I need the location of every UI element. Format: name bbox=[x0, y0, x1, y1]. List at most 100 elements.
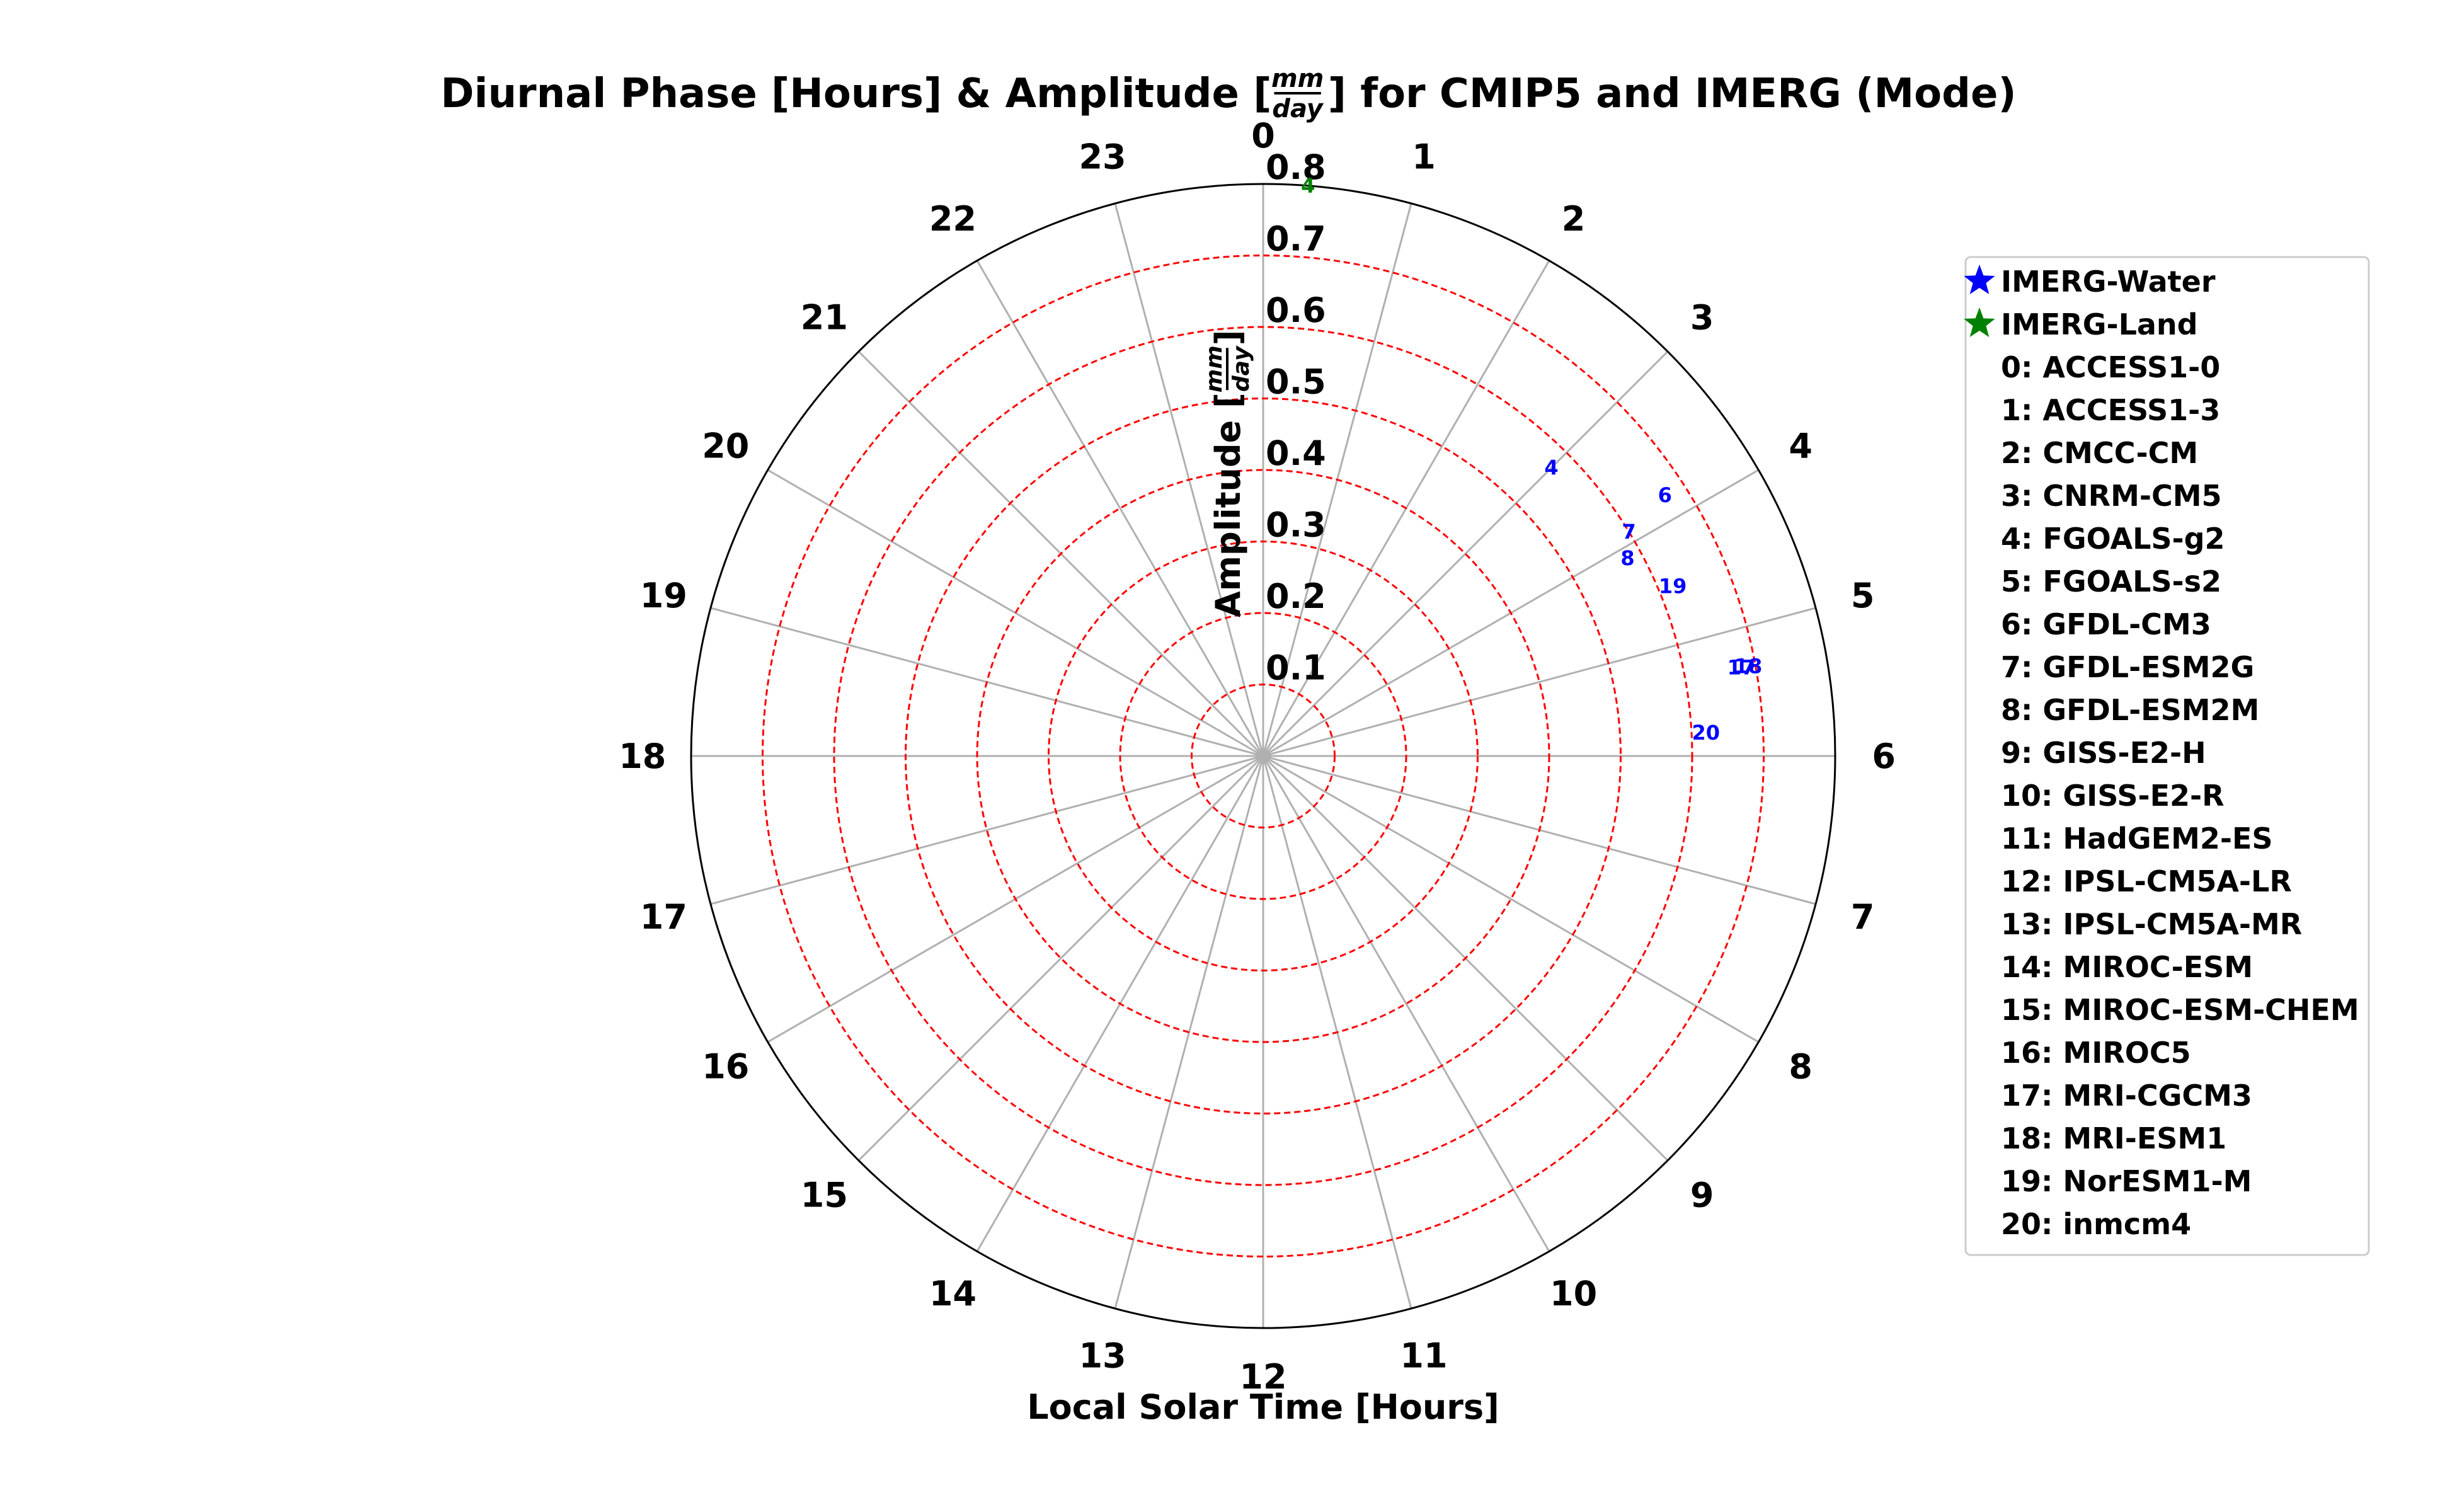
amplitude-tick-label: 0.6 bbox=[1266, 290, 1326, 330]
amplitude-ring bbox=[1119, 612, 1407, 900]
ylabel-unit-denominator: day bbox=[1228, 345, 1254, 392]
phase-spoke bbox=[1262, 755, 1550, 1252]
y-axis-label: Amplitude [mm day] bbox=[1201, 330, 1254, 617]
phase-spoke bbox=[976, 260, 1264, 757]
data-point-label: 17 bbox=[1727, 655, 1756, 679]
ylabel-prefix: Amplitude [ bbox=[1208, 392, 1248, 617]
legend-model-entry: 1: ACCESS1-3 bbox=[2001, 393, 2220, 427]
y-axis-label-rotated: Amplitude [mm day] bbox=[1201, 330, 1254, 617]
amplitude-rings bbox=[762, 255, 1765, 1257]
legend-model-entry: 13: IPSL-CM5A-MR bbox=[2001, 907, 2302, 941]
title-prefix: Diurnal Phase [Hours] & Amplitude [ bbox=[440, 71, 1271, 117]
phase-tick-label: 17 bbox=[640, 897, 687, 937]
amplitude-ring bbox=[905, 398, 1622, 1114]
phase-spoke bbox=[1263, 607, 1816, 757]
legend-model-entry: 4: FGOALS-g2 bbox=[2001, 522, 2225, 556]
phase-spoke bbox=[767, 469, 1264, 757]
phase-tick-label: 5 bbox=[1851, 576, 1875, 616]
title-unit-numerator: mm bbox=[1271, 64, 1324, 93]
legend-model-entry: 0: ACCESS1-0 bbox=[2001, 350, 2220, 384]
legend-series-entry: IMERG-Land bbox=[2001, 307, 2198, 341]
phase-tick-label: 0 bbox=[1251, 116, 1275, 156]
phase-tick-label: 10 bbox=[1550, 1274, 1597, 1314]
polar-grid bbox=[690, 183, 1836, 1329]
phase-tick-label: 13 bbox=[1079, 1336, 1126, 1376]
amplitude-tick-label: 0.1 bbox=[1266, 648, 1326, 688]
phase-tick-label: 16 bbox=[702, 1047, 749, 1087]
legend-model-entry: 11: HadGEM2-ES bbox=[2001, 822, 2273, 856]
amplitude-ring bbox=[762, 255, 1765, 1257]
phase-tick-label: 19 bbox=[640, 576, 687, 616]
phase-spoke bbox=[710, 755, 1264, 905]
legend-model-entry: 9: GISS-E2-H bbox=[2001, 736, 2206, 770]
star-icon bbox=[1964, 265, 1995, 294]
data-point-label: 4 bbox=[1301, 174, 1315, 198]
phase-tick-label: 9 bbox=[1690, 1176, 1714, 1215]
star-icon bbox=[1964, 307, 1995, 337]
phase-tick-label: 8 bbox=[1789, 1047, 1813, 1087]
data-point-label: 19 bbox=[1659, 575, 1687, 598]
phase-tick-label: 21 bbox=[801, 297, 848, 337]
phase-tick-label: 20 bbox=[702, 426, 749, 466]
legend-model-entry: 15: MIROC-ESM-CHEM bbox=[2001, 993, 2359, 1027]
amplitude-ring bbox=[1048, 541, 1479, 971]
ylabel-unit-numerator: mm bbox=[1201, 345, 1227, 392]
ylabel-suffix: ] bbox=[1208, 330, 1248, 346]
phase-tick-label: 11 bbox=[1400, 1336, 1447, 1376]
legend-model-entry: 10: GISS-E2-R bbox=[2001, 779, 2225, 813]
legend-model-entry: 3: CNRM-CM5 bbox=[2001, 479, 2222, 513]
data-point-label: 20 bbox=[1692, 721, 1720, 745]
legend-model-entry: 14: MIROC-ESM bbox=[2001, 950, 2253, 984]
legend-model-entry: 8: GFDL-ESM2M bbox=[2001, 693, 2259, 727]
legend-model-entry: 18: MRI-ESM1 bbox=[2001, 1121, 2226, 1155]
phase-spoke bbox=[1262, 350, 1669, 757]
phase-tick-label: 18 bbox=[619, 736, 666, 776]
amplitude-tick-label: 0.5 bbox=[1266, 362, 1326, 402]
title-unit-denominator: day bbox=[1272, 94, 1324, 123]
polar-outline bbox=[690, 183, 1836, 1329]
amplitude-tick-labels: 0.1 0.2 0.3 0.4 0.5 0.6 0.7 0.8 bbox=[1266, 147, 1326, 688]
data-point-label: 4 bbox=[1544, 456, 1558, 480]
amplitude-tick-label: 0.4 bbox=[1266, 433, 1326, 473]
legend-model-entry: 16: MIROC5 bbox=[2001, 1036, 2191, 1070]
legend-model-entry: 5: FGOALS-s2 bbox=[2001, 564, 2221, 598]
phase-tick-label: 23 bbox=[1079, 137, 1126, 176]
phase-tick-label: 14 bbox=[929, 1274, 976, 1314]
phase-spoke bbox=[1263, 755, 1760, 1043]
legend-frame bbox=[1964, 256, 2370, 1256]
x-axis-label: Local Solar Time [Hours] bbox=[1027, 1387, 1499, 1427]
amplitude-tick-label: 0.2 bbox=[1266, 576, 1326, 616]
amplitude-tick-label: 0.8 bbox=[1266, 147, 1326, 187]
amplitude-ring bbox=[976, 469, 1550, 1043]
legend: IMERG-Water IMERG-Land 0: ACCESS1-0 1: ACCE… bbox=[1964, 256, 2370, 1256]
legend-model-entry: 2: CMCC-CM bbox=[2001, 436, 2198, 470]
chart-title: Diurnal Phase [Hours] & Amplitude [ ] fo… bbox=[440, 71, 2016, 117]
amplitude-tick-label: 0.7 bbox=[1266, 219, 1326, 259]
data-point-label: 18 bbox=[1734, 654, 1763, 678]
amplitude-ring bbox=[1191, 684, 1336, 828]
phase-tick-label: 22 bbox=[929, 199, 976, 239]
phase-tick-label: 1 bbox=[1412, 137, 1436, 176]
phase-tick-label: 12 bbox=[1239, 1357, 1286, 1397]
phase-tick-label: 6 bbox=[1872, 736, 1896, 776]
data-point-label: 6 bbox=[1658, 483, 1672, 507]
legend-model-entry: 17: MRI-CGCM3 bbox=[2001, 1079, 2252, 1113]
phase-spoke bbox=[857, 755, 1264, 1162]
legend-model-entry: 7: GFDL-ESM2G bbox=[2001, 650, 2254, 684]
data-point-label: 7 bbox=[1622, 520, 1636, 544]
amplitude-ring bbox=[833, 326, 1693, 1186]
legend-model-entry: 6: GFDL-CM3 bbox=[2001, 607, 2211, 641]
legend-model-entry: 19: NorESM1-M bbox=[2001, 1164, 2252, 1198]
phase-tick-label: 7 bbox=[1851, 897, 1875, 937]
legend-model-entry: 20: inmcm4 bbox=[2001, 1207, 2191, 1241]
phase-spoke bbox=[1114, 755, 1264, 1309]
legend-model-entry: 12: IPSL-CM5A-LR bbox=[2001, 864, 2292, 898]
title-suffix: ] for CMIP5 and IMERG (Mode) bbox=[1328, 71, 2017, 117]
amplitude-tick-label: 0.3 bbox=[1266, 505, 1326, 545]
data-point-label: 8 bbox=[1620, 546, 1634, 570]
legend-series-entry: IMERG-Water bbox=[2001, 265, 2216, 299]
